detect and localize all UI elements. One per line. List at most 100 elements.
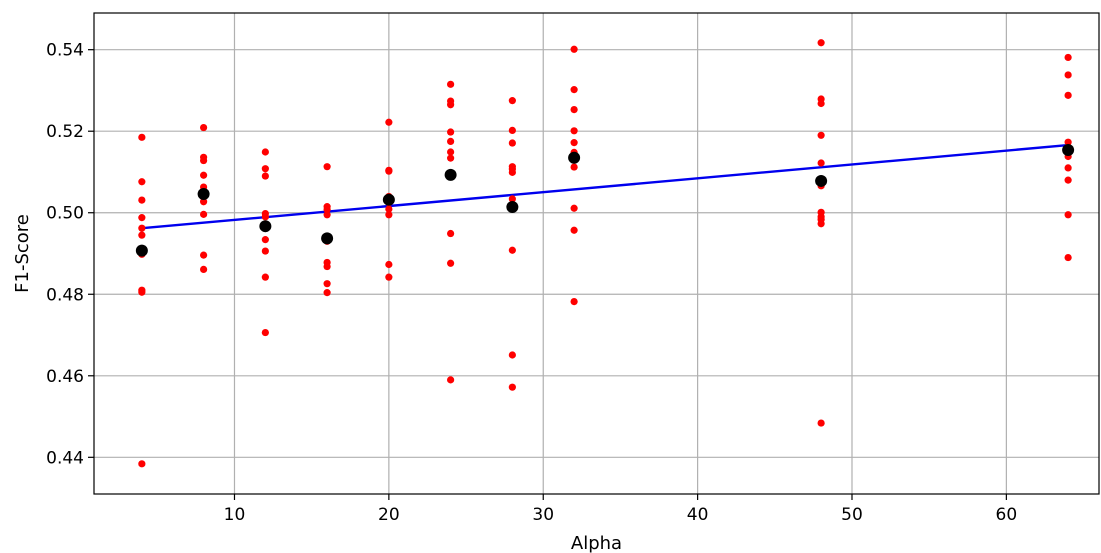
x-axis-ticks: 10 20 30 40 50 60 [224, 494, 1018, 525]
x-tick-label: 40 [687, 505, 709, 525]
sample-point [261, 213, 269, 221]
sample-point [570, 106, 578, 114]
sample-point [261, 172, 269, 180]
sample-point [323, 205, 331, 214]
sample-point [200, 198, 208, 206]
sample-point [385, 118, 393, 126]
sample-point [323, 163, 331, 171]
sample-point [508, 195, 516, 203]
sample-point [1064, 71, 1072, 79]
sample-point [508, 383, 516, 391]
sample-point [138, 133, 146, 141]
mean-point [568, 151, 581, 164]
sample-point [447, 137, 455, 146]
sample-point [138, 178, 146, 186]
y-tick-label: 0.46 [46, 367, 84, 387]
mean-point [259, 220, 272, 233]
sample-point [508, 246, 516, 254]
sample-point [447, 148, 455, 156]
sample-point [817, 39, 825, 47]
y-tick-label: 0.54 [46, 41, 84, 61]
sample-point [138, 460, 146, 468]
sample-point [1064, 138, 1072, 146]
sample-point [570, 226, 578, 234]
y-axis-ticks: 0.44 0.46 0.48 0.50 0.52 0.54 [46, 41, 94, 468]
sample-point [385, 260, 393, 269]
mean-point [444, 168, 457, 181]
sample-point [817, 131, 825, 139]
x-tick-label: 30 [532, 505, 554, 525]
sample-point [508, 126, 516, 134]
sample-point [261, 236, 269, 244]
mean-point [506, 201, 519, 214]
x-axis-title: Alpha [571, 533, 622, 553]
sample-point [1064, 176, 1072, 184]
sample-point [261, 165, 269, 173]
sample-point [570, 298, 578, 306]
sample-point [385, 211, 393, 219]
sample-point [200, 123, 208, 132]
mean-point [321, 232, 334, 245]
sample-point [508, 351, 516, 359]
sample-point [1064, 53, 1072, 62]
sample-point [508, 139, 516, 147]
x-tick-label: 10 [224, 505, 246, 525]
sample-point [447, 259, 455, 267]
grid-lines [94, 13, 1099, 494]
sample-point [200, 171, 208, 179]
sample-point [261, 247, 269, 255]
mean-point [815, 174, 828, 187]
sample-point [200, 156, 208, 165]
x-tick-label: 20 [378, 505, 400, 525]
sample-point [817, 419, 825, 427]
sample-point [447, 229, 455, 238]
sample-point [323, 211, 331, 219]
sample-point [447, 101, 455, 109]
sample-point [447, 376, 455, 384]
sample-point [200, 251, 208, 259]
sample-point [1064, 253, 1072, 262]
sample-point [138, 196, 146, 204]
sample-point [570, 86, 578, 94]
sample-point [385, 273, 393, 281]
mean-point [382, 193, 395, 206]
mean-points [135, 143, 1075, 257]
sample-point [385, 205, 393, 213]
sample-point [261, 148, 269, 156]
sample-point [1064, 211, 1072, 219]
trend-line [141, 143, 1069, 230]
sample-point [447, 80, 455, 88]
sample-point [817, 220, 825, 228]
y-axis-title: F1-Score [12, 214, 33, 293]
mean-point [135, 244, 148, 257]
sample-point [447, 154, 455, 162]
sample-point [385, 167, 393, 175]
sample-point [570, 127, 578, 135]
sample-point [323, 280, 331, 288]
sample-point [1064, 91, 1072, 99]
sample-points [138, 39, 1072, 468]
x-tick-label: 50 [841, 505, 863, 525]
sample-point [323, 289, 331, 297]
y-tick-label: 0.44 [46, 448, 84, 468]
plot-frame [93, 12, 1100, 495]
sample-point [817, 159, 825, 167]
x-tick-label: 60 [996, 505, 1018, 525]
sample-point [138, 214, 146, 222]
sample-point [200, 265, 208, 273]
y-tick-label: 0.52 [46, 122, 84, 142]
sample-point [138, 231, 146, 239]
sample-point [570, 163, 578, 171]
sample-point [261, 273, 269, 281]
mean-point [197, 187, 210, 200]
y-tick-label: 0.50 [46, 204, 84, 224]
sample-point [138, 288, 146, 296]
sample-point [817, 99, 825, 108]
sample-point [508, 168, 516, 176]
sample-point [447, 128, 455, 136]
mean-point [1062, 143, 1075, 156]
trend-line-layer [141, 143, 1069, 230]
sample-point [570, 139, 578, 147]
sample-point [570, 45, 578, 53]
